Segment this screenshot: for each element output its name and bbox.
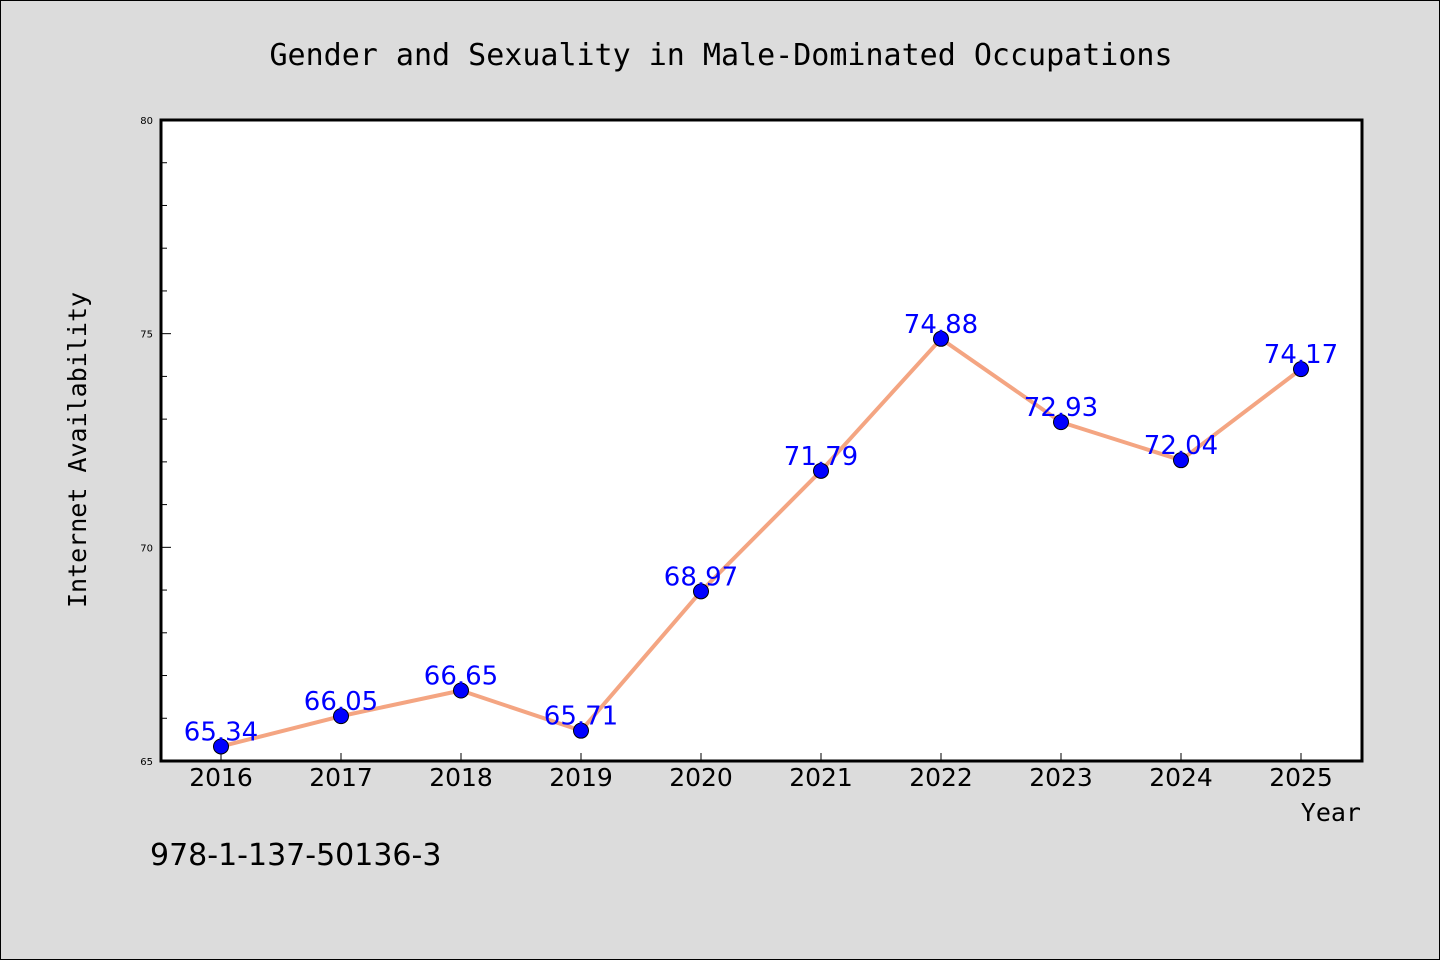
x-tick-label: 2025 bbox=[1269, 763, 1333, 792]
data-label: 72.04 bbox=[1144, 431, 1218, 461]
data-point bbox=[333, 708, 349, 725]
x-tick-label: 2022 bbox=[909, 763, 973, 792]
x-tick-label: 2024 bbox=[1149, 763, 1213, 792]
data-point bbox=[1053, 414, 1069, 431]
series-markers bbox=[213, 330, 1309, 755]
data-label: 74.17 bbox=[1264, 340, 1338, 370]
x-tick-label: 2016 bbox=[189, 763, 253, 792]
data-point bbox=[1173, 452, 1189, 469]
data-point bbox=[933, 330, 949, 347]
x-axis: 2016 2017 2018 2019 2020 2021 2022 2023 2024 2025 bbox=[189, 753, 1333, 792]
x-axis-title: Year bbox=[1301, 798, 1361, 827]
data-labels: 65.34 66.05 66.65 65.71 68.97 71.79 74.88 72.93… bbox=[184, 310, 1338, 748]
x-tick-label: 2023 bbox=[1029, 763, 1093, 792]
footer-identifier: 978-1-137-50136-3 bbox=[150, 838, 441, 873]
x-tick-label: 2021 bbox=[789, 763, 853, 792]
y-axis-title: Internet Availability bbox=[63, 292, 92, 608]
y-tick-label: 65 bbox=[140, 757, 153, 768]
x-tick-label: 2019 bbox=[549, 763, 613, 792]
data-label: 72.93 bbox=[1024, 393, 1098, 423]
data-label: 66.05 bbox=[304, 687, 378, 717]
x-tick-label: 2017 bbox=[309, 763, 373, 792]
data-label: 66.65 bbox=[424, 661, 498, 691]
y-tick-label: 70 bbox=[140, 543, 153, 554]
y-tick-label: 80 bbox=[140, 116, 153, 127]
y-tick-label: 75 bbox=[140, 330, 153, 341]
data-label: 74.88 bbox=[904, 310, 978, 340]
data-point bbox=[213, 738, 229, 755]
data-label: 68.97 bbox=[664, 562, 738, 592]
data-label: 71.79 bbox=[784, 442, 858, 472]
series-line bbox=[220, 336, 1303, 749]
x-tick-label: 2018 bbox=[429, 763, 493, 792]
x-tick-label: 2020 bbox=[669, 763, 733, 792]
data-point bbox=[693, 583, 709, 600]
data-label: 65.71 bbox=[544, 702, 618, 732]
data-label: 65.34 bbox=[184, 717, 258, 747]
plot-area bbox=[161, 120, 1362, 761]
chart-title: Gender and Sexuality in Male-Dominated O… bbox=[269, 38, 1172, 73]
plot-frame bbox=[159, 118, 1364, 763]
data-point bbox=[573, 722, 589, 739]
data-point bbox=[453, 682, 469, 699]
data-point bbox=[1293, 361, 1309, 378]
data-point bbox=[813, 462, 829, 479]
